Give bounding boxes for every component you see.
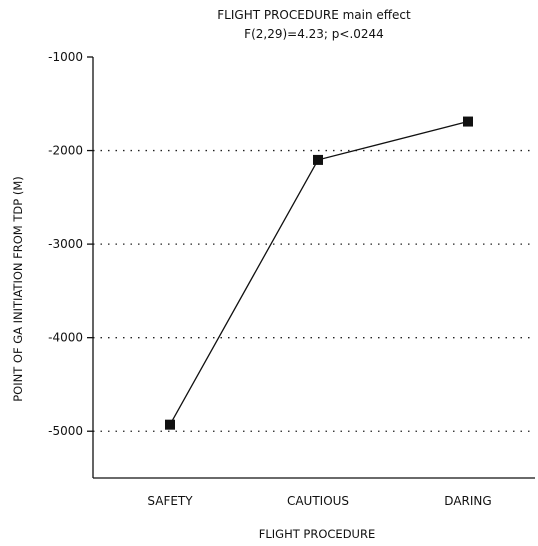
x-axis-label: FLIGHT PROCEDURE: [259, 527, 375, 541]
series-line: [169, 120, 469, 425]
y-tick-label: -5000: [48, 424, 83, 438]
x-tick-label: DARING: [444, 494, 491, 508]
x-tick-label: SAFETY: [147, 494, 193, 508]
x-tick-label: CAUTIOUS: [287, 494, 349, 508]
y-axis-label: POINT OF GA INITIATION FROM TDP (M): [11, 176, 25, 402]
y-tick-label: -4000: [48, 331, 83, 345]
y-tick-label: -3000: [48, 237, 83, 251]
y-axis-ticks: -1000 -2000 -3000 -4000 -5000: [48, 50, 93, 438]
chart-subtitle: F(2,29)=4.23; p<.0244: [244, 27, 384, 41]
y-tick-label: -1000: [48, 50, 83, 64]
gridlines: [93, 149, 535, 432]
x-axis-ticks: SAFETY CAUTIOUS DARING: [147, 494, 491, 508]
data-point: [165, 419, 175, 430]
axes: [92, 57, 535, 479]
chart-title: FLIGHT PROCEDURE main effect: [217, 8, 411, 22]
data-point: [463, 116, 473, 127]
y-tick-label: -2000: [48, 144, 83, 158]
series: [165, 116, 473, 430]
data-point: [313, 154, 323, 165]
